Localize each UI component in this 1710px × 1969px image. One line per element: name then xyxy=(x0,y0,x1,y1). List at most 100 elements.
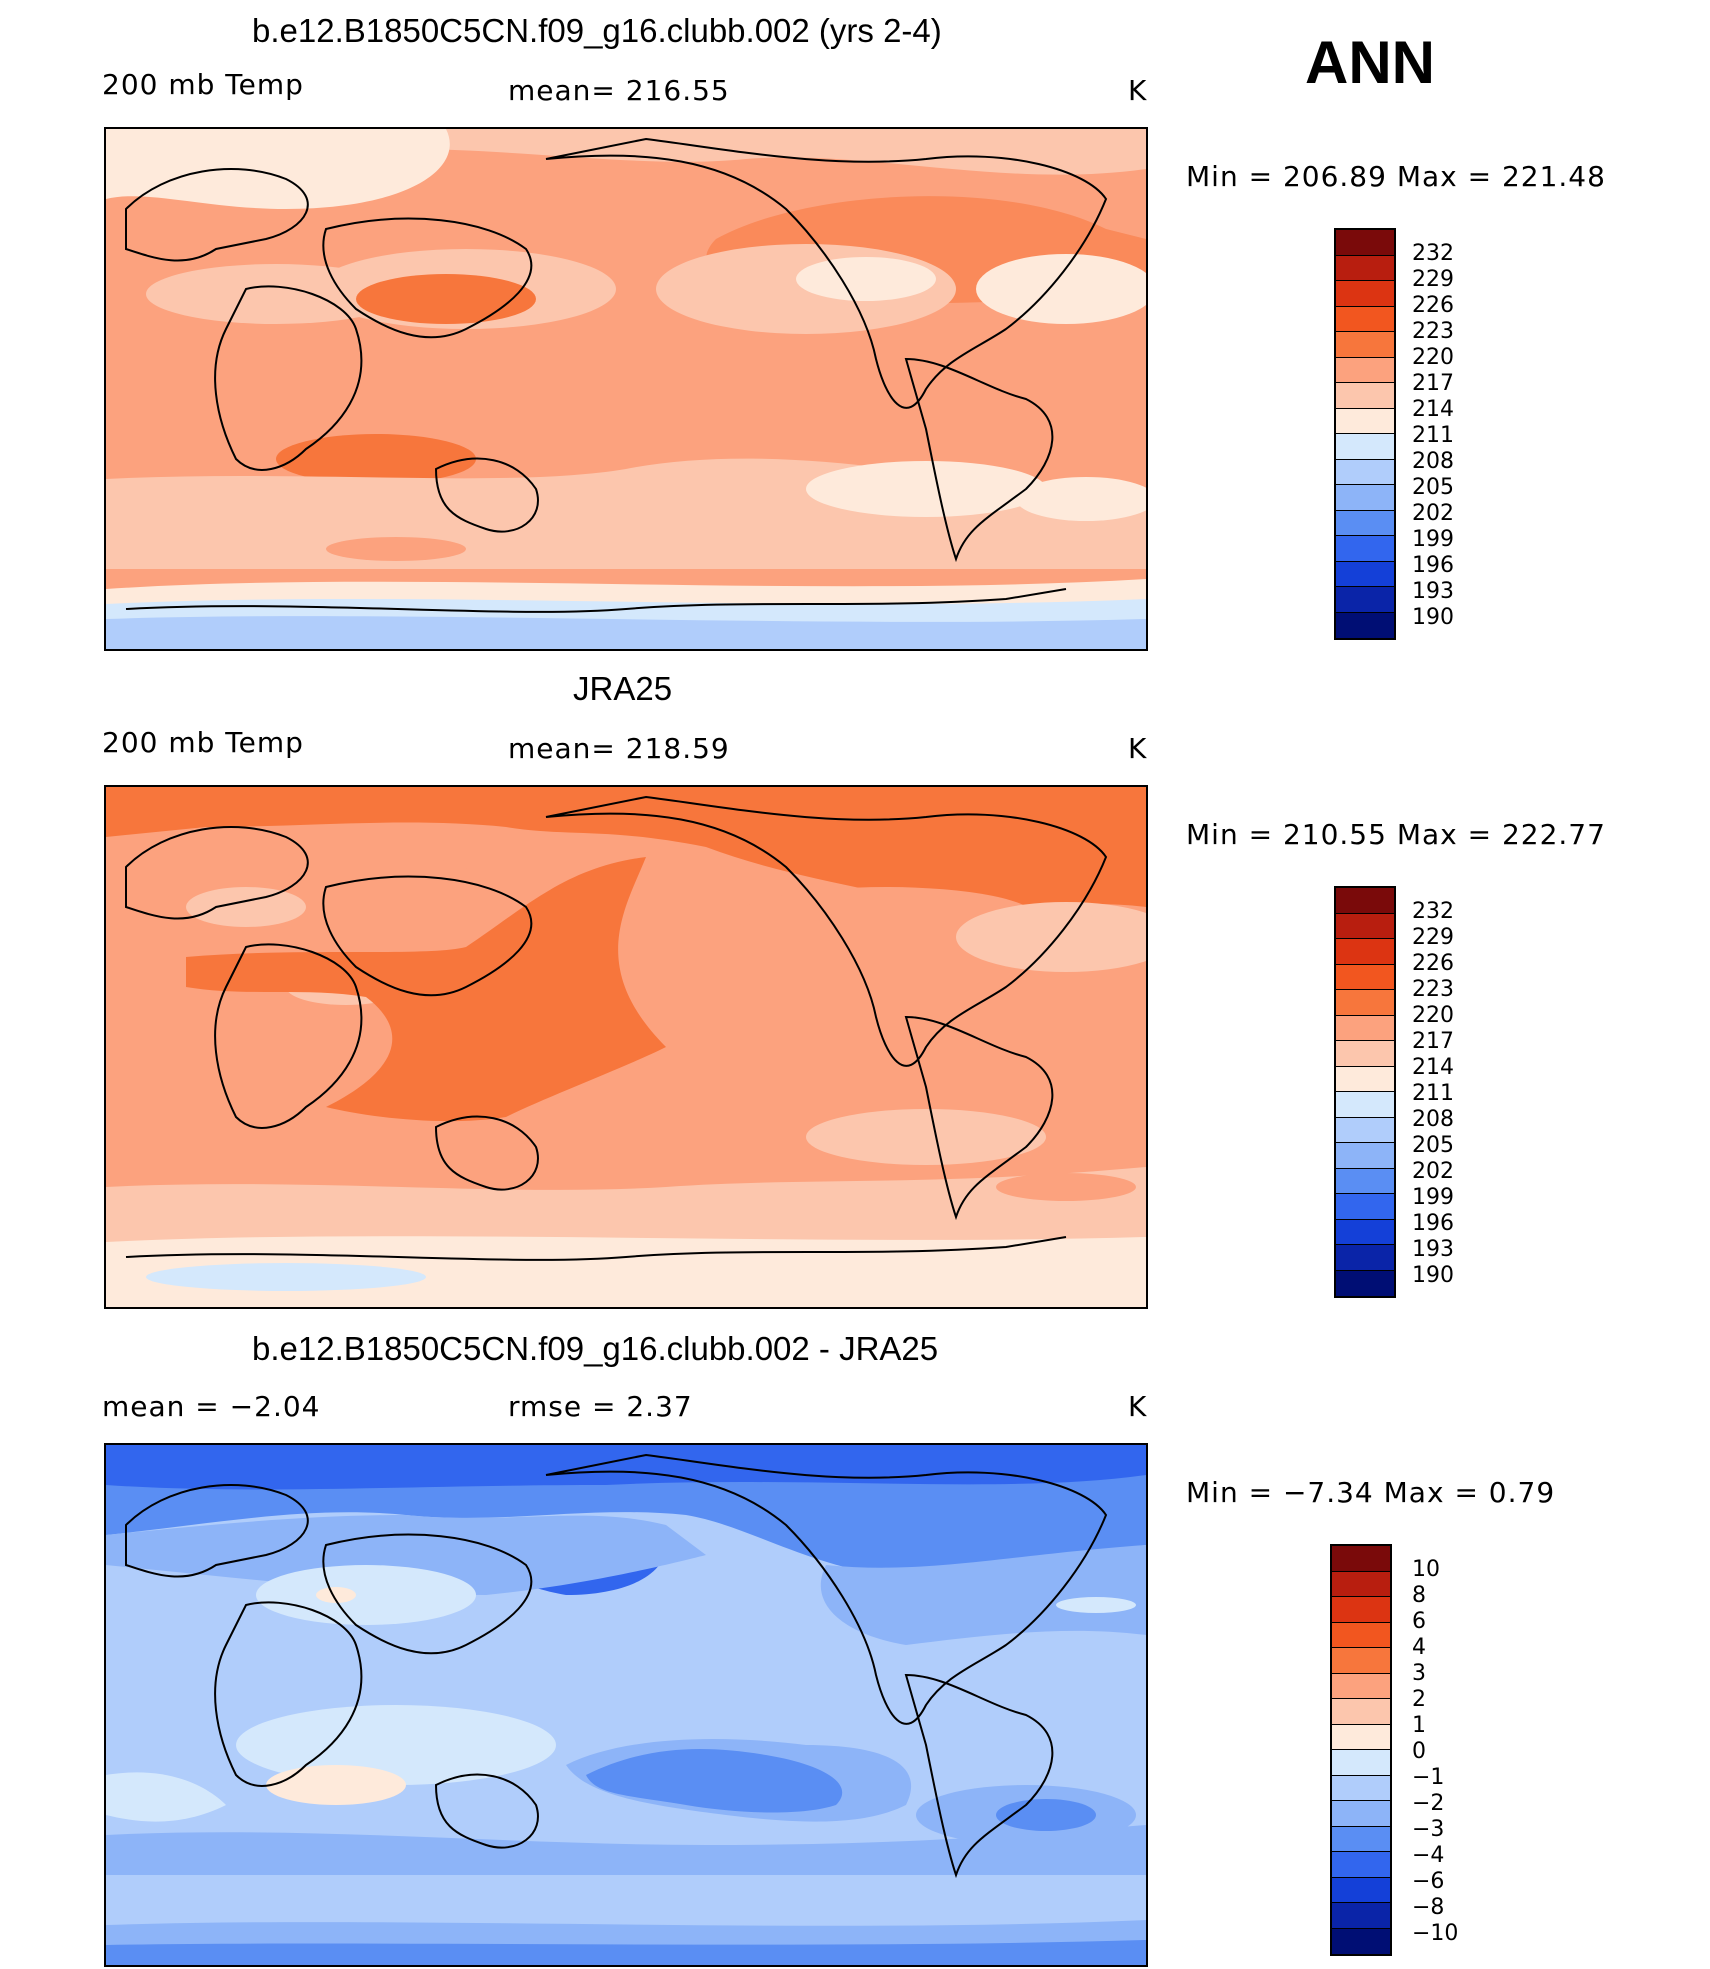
colorbar-swatch xyxy=(1336,612,1394,638)
colorbar-swatch xyxy=(1336,587,1394,613)
panel-2-tick: 190 xyxy=(1412,1263,1454,1288)
colorbar-swatch xyxy=(1332,1546,1390,1572)
panel-3-tick: 0 xyxy=(1412,1739,1426,1764)
panel-2-tick: 211 xyxy=(1412,1081,1454,1106)
panel-3-tick: −8 xyxy=(1412,1895,1445,1920)
colorbar-swatch xyxy=(1336,332,1394,358)
colorbar-swatch xyxy=(1336,536,1394,562)
panel-3-tick: 10 xyxy=(1412,1557,1440,1582)
panel-1-tick: 226 xyxy=(1412,293,1454,318)
panel-2-map xyxy=(104,785,1148,1309)
panel-2-mean-label: mean= 218.59 xyxy=(508,732,730,765)
colorbar-swatch xyxy=(1332,1699,1390,1725)
colorbar-swatch xyxy=(1336,1117,1394,1143)
colorbar-swatch xyxy=(1332,1928,1390,1954)
panel-3-contour-field xyxy=(106,1445,1146,1965)
panel-2-minmax: Min = 210.55 Max = 222.77 xyxy=(1186,818,1606,851)
panel-1-tick: 211 xyxy=(1412,423,1454,448)
panel-3-tick: −10 xyxy=(1412,1921,1459,1946)
colorbar-swatch xyxy=(1336,1015,1394,1041)
colorbar-swatch xyxy=(1336,1066,1394,1092)
panel-1-units: K xyxy=(1128,74,1148,107)
panel-3-tick: −2 xyxy=(1412,1791,1445,1816)
panel-2-tick: 205 xyxy=(1412,1133,1454,1158)
panel-1-tick: 202 xyxy=(1412,501,1454,526)
season-label: ANN xyxy=(1305,29,1435,96)
panel-2-tick: 202 xyxy=(1412,1159,1454,1184)
colorbar-swatch xyxy=(1336,561,1394,587)
panel-1-tick: 214 xyxy=(1412,397,1454,422)
colorbar-swatch xyxy=(1336,964,1394,990)
panel-1-tick: 217 xyxy=(1412,371,1454,396)
panel-2-tick: 193 xyxy=(1412,1237,1454,1262)
panel-2-title: JRA25 xyxy=(573,670,673,707)
panel-2-tick: 223 xyxy=(1412,977,1454,1002)
panel-1-tick: 232 xyxy=(1412,241,1454,266)
panel-3-title: b.e12.B1850C5CN.f09_g16.clubb.002 - JRA2… xyxy=(252,1330,939,1367)
panel-2-tick: 196 xyxy=(1412,1211,1454,1236)
panel-3-map xyxy=(104,1443,1148,1967)
panel-1-tick: 190 xyxy=(1412,605,1454,630)
panel-2-contour-field xyxy=(106,787,1146,1307)
colorbar-swatch xyxy=(1332,1903,1390,1929)
colorbar-swatch xyxy=(1336,1245,1394,1271)
colorbar-swatch xyxy=(1332,1750,1390,1776)
colorbar-swatch xyxy=(1332,1852,1390,1878)
panel-3-tick: 2 xyxy=(1412,1687,1426,1712)
panel-3-minmax: Min = −7.34 Max = 0.79 xyxy=(1186,1476,1556,1509)
colorbar-swatch xyxy=(1336,1041,1394,1067)
colorbar-swatch xyxy=(1336,485,1394,511)
panel-3-tick: 8 xyxy=(1412,1583,1426,1608)
colorbar-swatch xyxy=(1336,459,1394,485)
colorbar-swatch xyxy=(1336,510,1394,536)
panel-3-units: K xyxy=(1128,1390,1148,1423)
panel-3-rmse-label: rmse = 2.37 xyxy=(508,1390,693,1423)
panel-1-tick: 199 xyxy=(1412,527,1454,552)
panel-1-tick: 193 xyxy=(1412,579,1454,604)
panel-2-colorbar xyxy=(1334,886,1396,1298)
panel-1-title: b.e12.B1850C5CN.f09_g16.clubb.002 (yrs 2… xyxy=(252,12,942,49)
panel-3-tick: −1 xyxy=(1412,1765,1445,1790)
panel-2-tick: 199 xyxy=(1412,1185,1454,1210)
colorbar-swatch xyxy=(1336,1168,1394,1194)
panel-1-contour-field xyxy=(106,129,1146,649)
panel-3-tick: 1 xyxy=(1412,1713,1426,1738)
panel-3-tick: −3 xyxy=(1412,1817,1445,1842)
colorbar-swatch xyxy=(1332,1801,1390,1827)
colorbar-swatch xyxy=(1336,357,1394,383)
colorbar-swatch xyxy=(1336,990,1394,1016)
colorbar-swatch xyxy=(1336,888,1394,914)
panel-2-units: K xyxy=(1128,732,1148,765)
colorbar-swatch xyxy=(1332,1571,1390,1597)
panel-2-tick: 229 xyxy=(1412,925,1454,950)
panel-1-colorbar xyxy=(1334,228,1396,640)
colorbar-swatch xyxy=(1332,1622,1390,1648)
colorbar-swatch xyxy=(1336,434,1394,460)
panel-2-tick: 214 xyxy=(1412,1055,1454,1080)
colorbar-swatch xyxy=(1336,255,1394,281)
panel-1-variable-label: 200 mb Temp xyxy=(102,68,304,101)
panel-3-colorbar xyxy=(1330,1544,1392,1956)
panel-3-tick: −4 xyxy=(1412,1843,1445,1868)
colorbar-swatch xyxy=(1336,1092,1394,1118)
colorbar-swatch xyxy=(1332,1877,1390,1903)
panel-3-tick: 3 xyxy=(1412,1661,1426,1686)
panel-2-tick: 226 xyxy=(1412,951,1454,976)
panel-2-tick: 217 xyxy=(1412,1029,1454,1054)
panel-2-tick: 208 xyxy=(1412,1107,1454,1132)
colorbar-swatch xyxy=(1336,1143,1394,1169)
colorbar-swatch xyxy=(1336,281,1394,307)
panel-1-mean-label: mean= 216.55 xyxy=(508,74,730,107)
colorbar-swatch xyxy=(1332,1826,1390,1852)
panel-3-tick: 4 xyxy=(1412,1635,1426,1660)
panel-2-variable-label: 200 mb Temp xyxy=(102,726,304,759)
colorbar-swatch xyxy=(1336,1270,1394,1296)
panel-1-map xyxy=(104,127,1148,651)
colorbar-swatch xyxy=(1336,1219,1394,1245)
panel-1-tick: 223 xyxy=(1412,319,1454,344)
colorbar-swatch xyxy=(1336,939,1394,965)
panel-2-tick: 232 xyxy=(1412,899,1454,924)
panel-1-minmax: Min = 206.89 Max = 221.48 xyxy=(1186,160,1606,193)
colorbar-swatch xyxy=(1336,913,1394,939)
panel-3-mean-label: mean = −2.04 xyxy=(102,1390,321,1423)
